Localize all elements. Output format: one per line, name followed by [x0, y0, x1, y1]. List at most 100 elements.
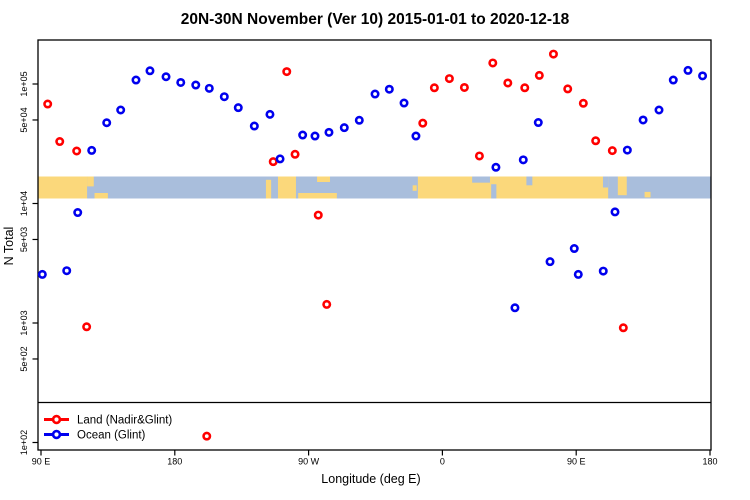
legend-ocean-marker: [44, 429, 69, 440]
ocean-point: [87, 145, 97, 155]
y-tick-label: 5e+02: [19, 346, 29, 371]
legend-land-label: Land (Nadir&Glint): [77, 415, 172, 427]
ocean-point: [399, 98, 409, 108]
ocean-point: [510, 303, 520, 313]
ocean-point: [638, 115, 648, 125]
x-tick-label: 0: [440, 457, 445, 467]
map-land-segment: [298, 193, 337, 199]
ocean-point: [298, 130, 308, 140]
land-point: [55, 137, 65, 147]
land-point: [418, 118, 428, 128]
land-point: [268, 157, 278, 167]
ocean-point: [265, 109, 275, 119]
land-point: [72, 146, 82, 156]
land-point: [474, 151, 484, 161]
y-tick-label: 1e+03: [19, 310, 29, 335]
ocean-point: [698, 71, 708, 81]
land-point: [82, 322, 92, 332]
y-tick-label: 1e+02: [19, 430, 29, 455]
ocean-point: [573, 269, 583, 279]
land-point: [563, 84, 573, 94]
ocean-point: [370, 89, 380, 99]
map-land-segment: [644, 191, 651, 198]
ocean-point: [354, 115, 364, 125]
ocean-point: [533, 118, 543, 128]
land-point: [488, 58, 498, 68]
x-axis-title: Longitude (deg E): [321, 472, 420, 486]
map-land-segment: [265, 179, 272, 199]
ocean-point: [668, 75, 678, 85]
land-point: [607, 146, 617, 156]
land-point: [313, 210, 323, 220]
ocean-point: [62, 266, 72, 276]
land-point: [618, 323, 628, 333]
ocean-point: [324, 127, 334, 137]
ocean-point: [116, 105, 126, 115]
ocean-point: [145, 66, 155, 76]
land-point: [429, 83, 439, 93]
ocean-point: [204, 83, 214, 93]
ocean-point: [411, 131, 421, 141]
map-land-segment: [617, 176, 627, 196]
map-strip: [38, 176, 711, 199]
map-land-segment: [38, 176, 88, 199]
ocean-point: [161, 72, 171, 82]
map-ocean-notch: [472, 176, 490, 183]
ocean-point: [384, 84, 394, 94]
ocean-point: [610, 207, 620, 217]
legend-ocean-label: Ocean (Glint): [77, 430, 146, 442]
ocean-point: [654, 105, 664, 115]
ocean-point: [37, 269, 47, 279]
ocean-point: [233, 103, 243, 113]
ocean-point: [491, 162, 501, 172]
map-land-segment: [317, 176, 331, 182]
map-land-segment: [277, 176, 296, 199]
y-tick-label: 5e+04: [19, 107, 29, 132]
ocean-point: [545, 257, 555, 267]
x-tick-label: 90 E: [32, 457, 51, 467]
x-tick-label: 180: [167, 457, 182, 467]
ocean-point: [598, 266, 608, 276]
ocean-point: [569, 244, 579, 254]
y-axis-title: N Total: [2, 227, 16, 266]
land-point: [322, 299, 332, 309]
land-point: [503, 78, 513, 88]
land-point: [548, 49, 558, 59]
ocean-point: [191, 80, 201, 90]
ocean-point: [73, 208, 83, 218]
land-point: [459, 82, 469, 92]
ocean-point: [102, 118, 112, 128]
map-ocean-notch: [526, 176, 533, 186]
y-axis-ticks: 1e+05 5e+04 1e+04 5e+03 1e+03 5e+02 1e+02: [19, 71, 38, 455]
ocean-point: [219, 92, 229, 102]
ocean-point: [275, 154, 285, 164]
land-point: [534, 70, 544, 80]
land-point: [282, 67, 292, 77]
x-tick-label: 90 E: [567, 457, 586, 467]
map-ocean-notch: [491, 184, 497, 199]
land-point: [520, 83, 530, 93]
map-land-segment: [412, 185, 417, 191]
map-ocean-band: [38, 176, 711, 199]
legend-land-marker: [44, 414, 69, 425]
x-tick-label: 180: [702, 457, 717, 467]
land-point: [202, 431, 212, 441]
ocean-point: [683, 65, 693, 75]
ocean-point: [131, 75, 141, 85]
land-point: [290, 149, 300, 159]
y-tick-label: 5e+03: [19, 227, 29, 252]
data-points: [37, 49, 708, 441]
y-tick-label: 1e+05: [19, 71, 29, 96]
legend: Land (Nadir&Glint) Ocean (Glint): [44, 415, 172, 442]
ocean-point: [339, 123, 349, 133]
land-point: [444, 74, 454, 84]
ocean-point: [622, 145, 632, 155]
map-land-segment: [94, 193, 108, 199]
map-land-segment: [87, 176, 94, 187]
ocean-point: [518, 155, 528, 165]
ocean-point: [176, 77, 186, 87]
land-point: [43, 99, 53, 109]
x-axis-ticks: 90 E 180 90 W 0 90 E 180: [32, 450, 718, 467]
